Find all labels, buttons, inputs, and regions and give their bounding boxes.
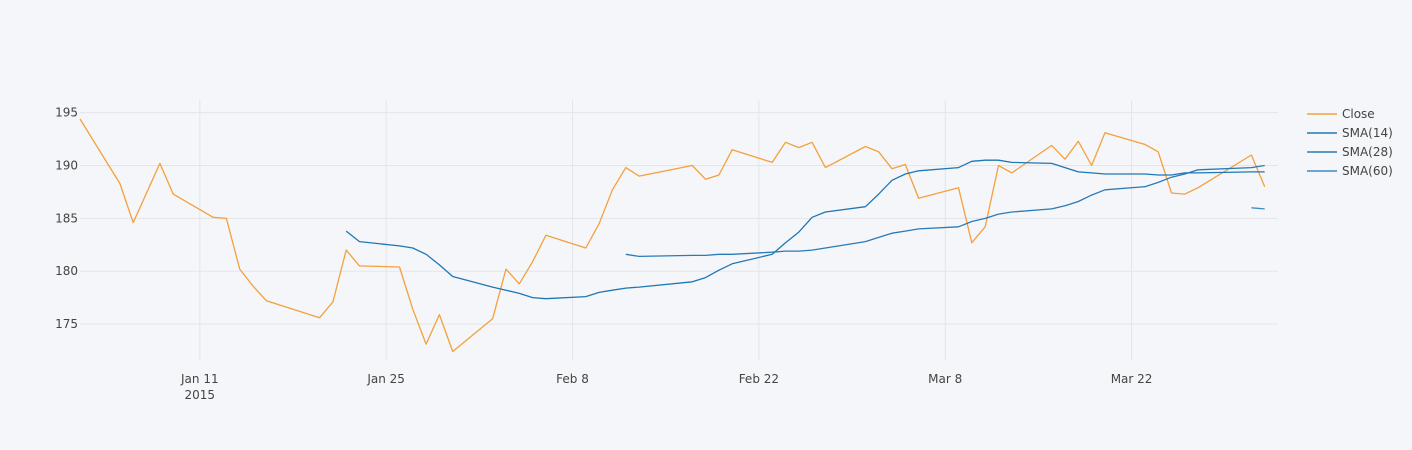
series-line-sma-3 [1251, 207, 1265, 210]
series-line-sma-1 [345, 159, 1265, 300]
y-tick-label: 190 [55, 159, 78, 173]
x-tick-label: Feb 8 [556, 372, 589, 386]
y-tick-label: 175 [55, 317, 78, 331]
series-line-sma-2 [625, 164, 1265, 258]
legend-label: SMA(14) [1342, 126, 1393, 140]
x-tick-label: Jan 11 [180, 372, 219, 386]
legend-item[interactable]: SMA(60) [1307, 164, 1393, 178]
y-tick-label: 180 [55, 264, 78, 278]
x-gridlines [199, 100, 1133, 360]
x-tick-label: Jan 25 [366, 372, 405, 386]
legend-label: SMA(60) [1342, 164, 1393, 178]
legend-item[interactable]: Close [1307, 107, 1375, 121]
y-tick-label: 195 [55, 106, 78, 120]
x-tick-label: Feb 22 [739, 372, 779, 386]
legend-item[interactable]: SMA(14) [1307, 126, 1393, 140]
legend[interactable]: Close SMA(14) SMA(28) SMA(60) [1307, 107, 1393, 178]
series-line-close [79, 118, 1266, 353]
legend-item[interactable]: SMA(28) [1307, 145, 1393, 159]
x-tick-label: Mar 8 [928, 372, 962, 386]
y-gridlines [80, 112, 1278, 325]
legend-label: Close [1342, 107, 1375, 121]
y-axis-ticks: 175 180 185 190 195 [55, 106, 78, 331]
y-tick-label: 185 [55, 211, 78, 225]
x-tick-label: Mar 22 [1111, 372, 1153, 386]
x-tick-sublabel: 2015 [185, 388, 216, 402]
series-lines [79, 118, 1266, 353]
legend-label: SMA(28) [1342, 145, 1393, 159]
x-axis-ticks: Jan 11 2015 Jan 25 Feb 8 Feb 22 Mar 8 Mar 22 [180, 372, 1152, 402]
